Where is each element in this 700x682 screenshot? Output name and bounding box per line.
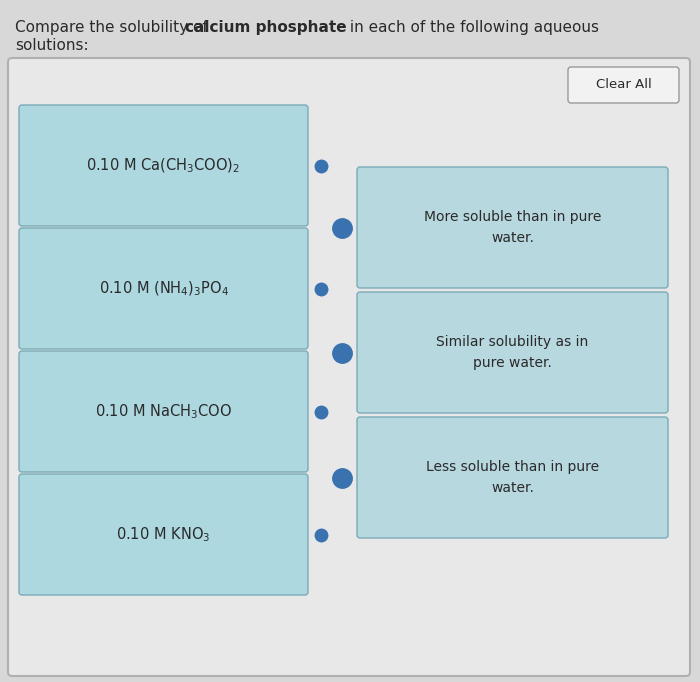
Text: calcium phosphate: calcium phosphate <box>185 20 346 35</box>
FancyBboxPatch shape <box>19 474 308 595</box>
Text: Clear All: Clear All <box>596 78 652 91</box>
Text: More soluble than in pure
water.: More soluble than in pure water. <box>424 210 601 245</box>
FancyBboxPatch shape <box>19 105 308 226</box>
Text: in each of the following aqueous: in each of the following aqueous <box>345 20 599 35</box>
Text: Less soluble than in pure
water.: Less soluble than in pure water. <box>426 460 599 495</box>
FancyBboxPatch shape <box>357 167 668 288</box>
Text: 0.10 M Ca(CH$_3$COO)$_2$: 0.10 M Ca(CH$_3$COO)$_2$ <box>86 156 241 175</box>
Text: Similar solubility as in
pure water.: Similar solubility as in pure water. <box>436 335 589 370</box>
Text: 0.10 M (NH$_4$)$_3$PO$_4$: 0.10 M (NH$_4$)$_3$PO$_4$ <box>99 280 228 298</box>
FancyBboxPatch shape <box>357 292 668 413</box>
Text: solutions:: solutions: <box>15 38 89 53</box>
FancyBboxPatch shape <box>357 417 668 538</box>
FancyBboxPatch shape <box>568 67 679 103</box>
Text: Compare the solubility of: Compare the solubility of <box>15 20 213 35</box>
Text: 0.10 M KNO$_3$: 0.10 M KNO$_3$ <box>116 525 211 544</box>
FancyBboxPatch shape <box>19 228 308 349</box>
Text: 0.10 M NaCH$_3$COO: 0.10 M NaCH$_3$COO <box>95 402 232 421</box>
FancyBboxPatch shape <box>8 58 690 676</box>
FancyBboxPatch shape <box>19 351 308 472</box>
